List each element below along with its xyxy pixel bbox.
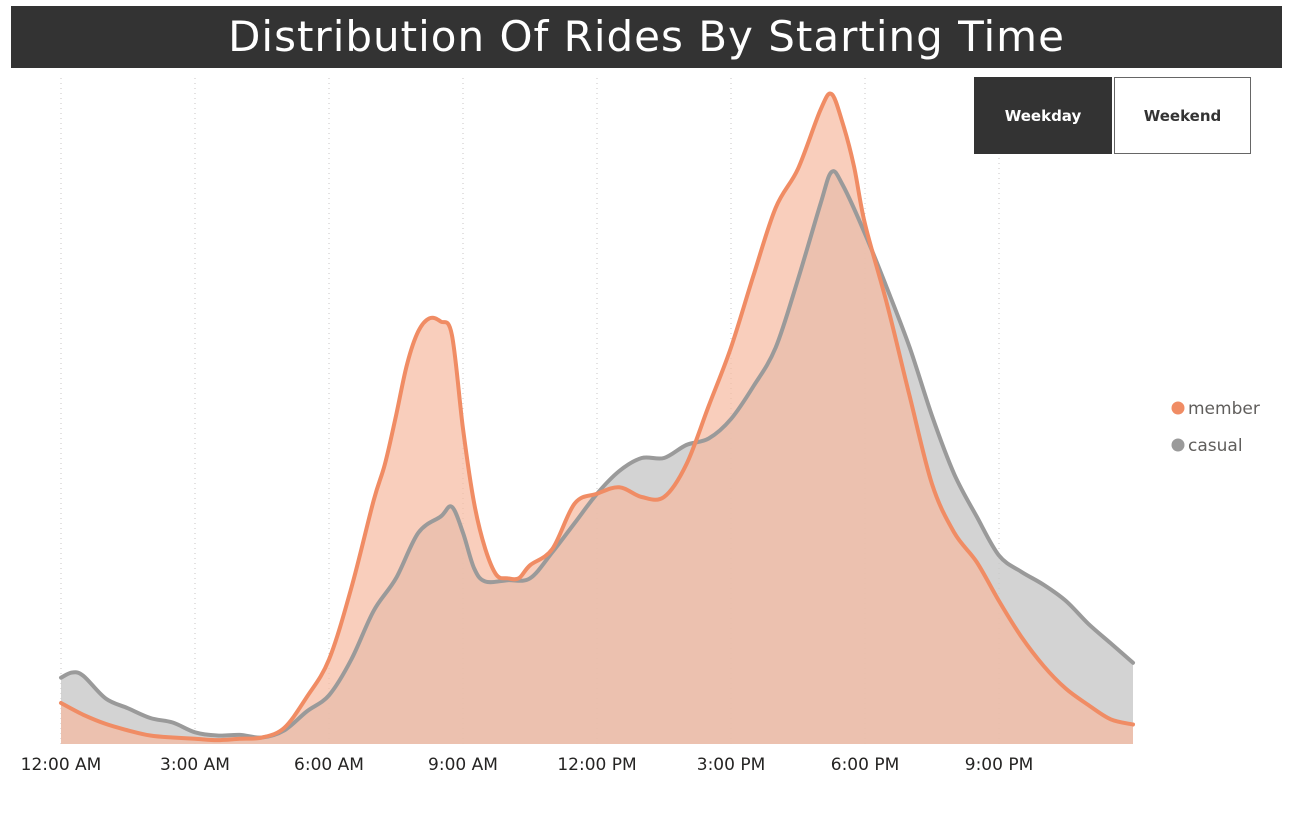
- member-area: [61, 93, 1133, 745]
- x-tick-label: 3:00 PM: [697, 755, 766, 775]
- x-tick-label: 12:00 AM: [21, 755, 102, 775]
- x-tick-label: 12:00 PM: [557, 755, 636, 775]
- legend-label-casual[interactable]: casual: [1188, 436, 1243, 456]
- legend-marker-member: [1171, 401, 1185, 415]
- weekday-label: Weekday: [1004, 106, 1082, 125]
- x-tick-label: 6:00 AM: [294, 755, 364, 775]
- title-bar: Distribution Of Rides By Starting Time: [11, 6, 1282, 68]
- x-tick-label: 9:00 AM: [428, 755, 498, 775]
- x-axis-ticks: 12:00 AM 3:00 AM 6:00 AM 9:00 AM 12:00 PM 3:0…: [21, 755, 1034, 775]
- legend-label-member[interactable]: member: [1188, 399, 1260, 419]
- x-tick-label: 6:00 PM: [831, 755, 900, 775]
- weekend-label: Weekend: [1143, 106, 1222, 125]
- area-layer: [61, 93, 1133, 745]
- legend: member casual: [1171, 399, 1260, 456]
- line-layer: [59, 91, 1135, 743]
- x-tick-label: 9:00 PM: [965, 755, 1034, 775]
- page-title: Distribution Of Rides By Starting Time: [228, 12, 1065, 61]
- legend-marker-casual: [1171, 438, 1185, 452]
- casual-line: [59, 169, 1135, 740]
- weekend-button[interactable]: Weekend: [1114, 77, 1251, 154]
- weekday-button[interactable]: Weekday: [974, 77, 1112, 154]
- x-tick-label: 3:00 AM: [160, 755, 230, 775]
- member-line: [59, 91, 1135, 743]
